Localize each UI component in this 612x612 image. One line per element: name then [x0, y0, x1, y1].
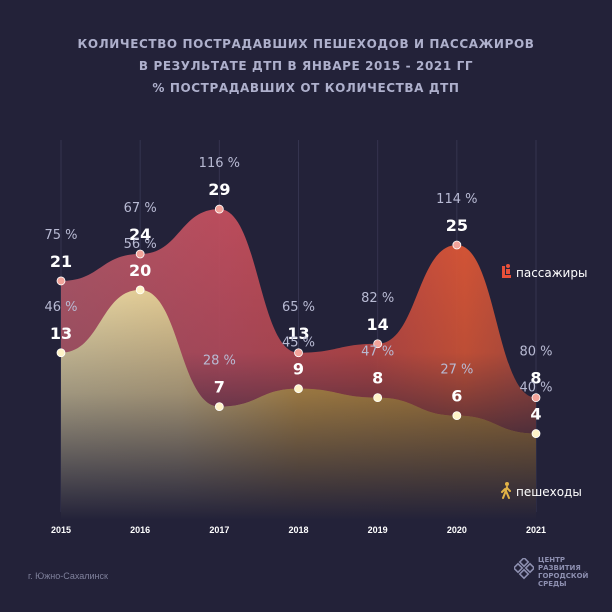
pedestrian-icon [501, 482, 511, 499]
logo-text-line: ГОРОДСКОЙ [538, 572, 589, 580]
pedestrians-percent-label: 45 % [282, 336, 315, 351]
pedestrians-percent-label: 27 % [440, 363, 473, 378]
passengers-value-label: 25 [446, 216, 468, 235]
pedestrians-value-label: 6 [451, 387, 462, 406]
passengers-point [214, 204, 224, 214]
x-tick-label: 2015 [51, 525, 71, 535]
city-label: г. Южно-Сахалинск [28, 571, 108, 581]
passengers-value-label: 13 [287, 324, 309, 343]
pedestrians-value-label: 20 [129, 261, 151, 280]
x-tick-label: 2016 [130, 525, 150, 535]
passengers-point [452, 240, 462, 250]
pedestrians-point [56, 348, 66, 358]
passengers-point [373, 339, 383, 349]
passengers-point [135, 249, 145, 259]
x-tick-label: 2017 [209, 525, 229, 535]
chart-title-line-1: КОЛИЧЕСТВО ПОСТРАДАВШИХ ПЕШЕХОДОВ И ПАСС… [77, 37, 535, 51]
passengers-percent-label: 114 % [436, 192, 477, 207]
x-tick-label: 2021 [526, 525, 546, 535]
passenger-icon [502, 264, 511, 278]
pedestrians-percent-label: 40 % [519, 381, 552, 396]
pedestrians-point [135, 285, 145, 295]
x-tick-label: 2020 [447, 525, 467, 535]
passengers-percent-label: 80 % [519, 345, 552, 360]
passengers-percent-label: 67 % [124, 201, 157, 216]
pedestrians-point [294, 384, 303, 394]
passengers-value-label: 21 [50, 252, 72, 271]
pedestrians-value-label: 9 [293, 360, 304, 379]
organization-logo: ЦЕНТР РАЗВИТИЯ ГОРОДСКОЙ СРЕДЫ [514, 556, 604, 596]
passengers-point [56, 276, 66, 286]
logo-text-line: РАЗВИТИЯ [538, 564, 581, 572]
passengers-percent-label: 116 % [199, 156, 240, 171]
pedestrians-point [452, 411, 462, 421]
passengers-percent-label: 65 % [282, 300, 315, 315]
chart-title-line-2: В РЕЗУЛЬТАТЕ ДТП В ЯНВАРЕ 2015 - 2021 ГГ [138, 59, 474, 73]
passengers-value-label: 24 [129, 225, 151, 244]
passengers-value-label: 8 [530, 369, 541, 388]
logo-text-line: СРЕДЫ [538, 580, 567, 588]
pedestrians-value-label: 13 [50, 324, 72, 343]
pedestrians-percent-label: 56 % [124, 237, 157, 252]
passengers-percent-label: 82 % [361, 291, 394, 306]
pedestrians-percent-label: 46 % [44, 300, 77, 315]
x-tick-label: 2019 [368, 525, 388, 535]
x-tick-label: 2018 [288, 525, 308, 535]
pedestrians-percent-label: 28 % [203, 354, 236, 369]
legend-pedestrians-label: пешеходы [516, 485, 582, 499]
pedestrians-value-label: 7 [214, 378, 225, 397]
passengers-point [294, 348, 303, 358]
pedestrians-value-label: 8 [372, 369, 383, 388]
logo-mark-icon [514, 558, 534, 580]
logo-text-line: ЦЕНТР [538, 556, 566, 564]
pedestrians-percent-label: 47 % [361, 345, 394, 360]
pedestrians-value-label: 4 [530, 405, 541, 424]
passengers-percent-label: 75 % [44, 228, 77, 243]
pedestrians-point [373, 393, 383, 403]
passengers-value-label: 29 [208, 180, 230, 199]
pedestrians-point [214, 402, 224, 412]
passengers-point [531, 393, 541, 403]
legend-passengers-label: пассажиры [516, 266, 587, 280]
chart-subtitle: % ПОСТРАДАВШИХ ОТ КОЛИЧЕСТВА ДТП [152, 81, 460, 95]
passengers-value-label: 14 [367, 315, 389, 334]
pedestrians-area-shade [61, 289, 536, 520]
logo-text: ЦЕНТР РАЗВИТИЯ ГОРОДСКОЙ СРЕДЫ [538, 556, 598, 588]
pedestrians-point [531, 429, 541, 438]
